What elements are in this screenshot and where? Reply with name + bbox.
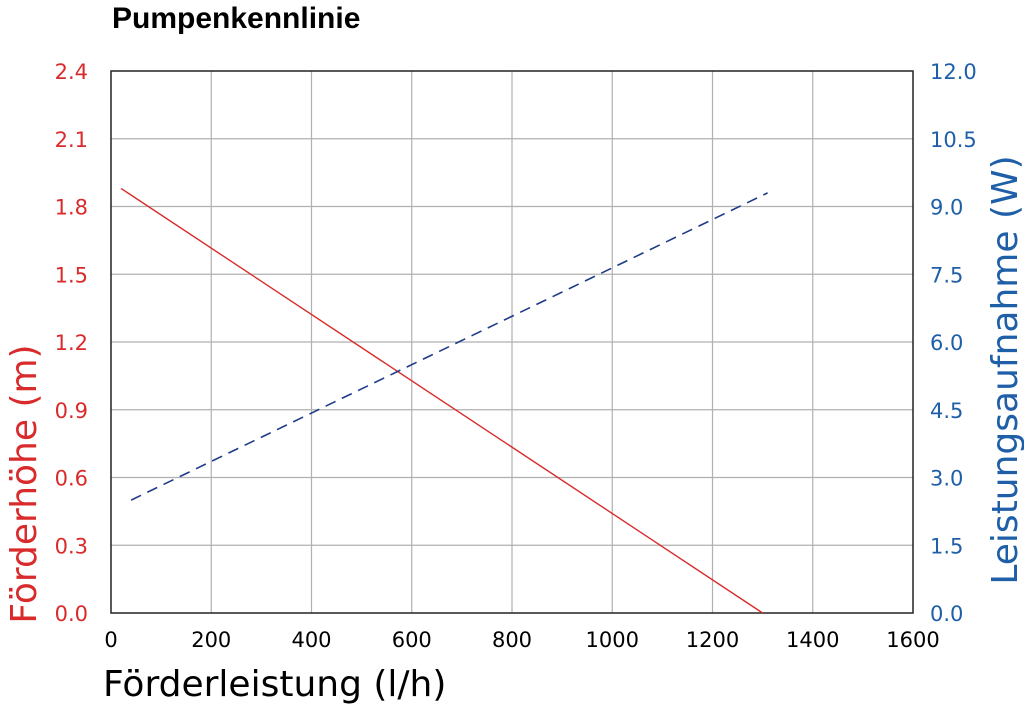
y-right-ticks: 0.0 1.5 3.0 4.5 6.0 7.5 9.0 10.5 12.0 (930, 60, 977, 626)
y-right-tick-label: 3.0 (930, 467, 963, 491)
y-right-tick-label: 9.0 (930, 196, 963, 220)
series-layer (120, 187, 768, 614)
x-tick-label: 1200 (686, 628, 739, 652)
y-left-tick-label: 0.9 (55, 399, 88, 423)
y-left-ticks: 0.0 0.3 0.6 0.9 1.2 1.5 1.8 2.1 2.4 (55, 60, 88, 626)
x-tick-label: 1400 (786, 628, 839, 652)
y-right-axis-label: Leistungsaufnahme (W) (985, 155, 1024, 584)
y-left-tick-label: 1.2 (55, 331, 88, 355)
x-tick-label: 1600 (886, 628, 939, 652)
y-right-tick-label: 1.5 (930, 534, 963, 558)
y-left-tick-label: 1.8 (55, 196, 88, 220)
x-tick-label: 0 (104, 628, 117, 652)
chart-title: Pumpenkennlinie (112, 2, 360, 35)
y-left-tick-label: 1.5 (55, 263, 88, 287)
head-line (120, 187, 763, 614)
x-tick-label: 800 (492, 628, 532, 652)
x-ticks: 0 200 400 600 800 1000 1200 1400 1600 (104, 628, 939, 652)
y-right-tick-label: 6.0 (930, 331, 963, 355)
y-right-tick-label: 4.5 (930, 399, 963, 423)
y-right-tick-label: 7.5 (930, 263, 963, 287)
y-left-tick-label: 0.0 (55, 602, 88, 626)
y-left-tick-label: 2.1 (55, 128, 88, 152)
x-axis-label: Förderleistung (l/h) (103, 664, 446, 705)
x-tick-label: 400 (291, 628, 331, 652)
y-right-tick-label: 10.5 (930, 128, 977, 152)
plot-frame (110, 70, 914, 614)
y-right-tick-label: 0.0 (930, 602, 963, 626)
x-tick-label: 600 (392, 628, 432, 652)
y-right-tick-label: 12.0 (930, 60, 977, 84)
power-consumption-line (130, 192, 768, 501)
y-left-tick-label: 0.3 (55, 534, 88, 558)
y-left-tick-label: 2.4 (55, 60, 88, 84)
x-tick-label: 200 (191, 628, 231, 652)
y-left-tick-label: 0.6 (55, 467, 88, 491)
x-tick-label: 1000 (586, 628, 639, 652)
y-left-axis-label: Förderhöhe (m) (4, 344, 45, 623)
grid (111, 71, 913, 613)
